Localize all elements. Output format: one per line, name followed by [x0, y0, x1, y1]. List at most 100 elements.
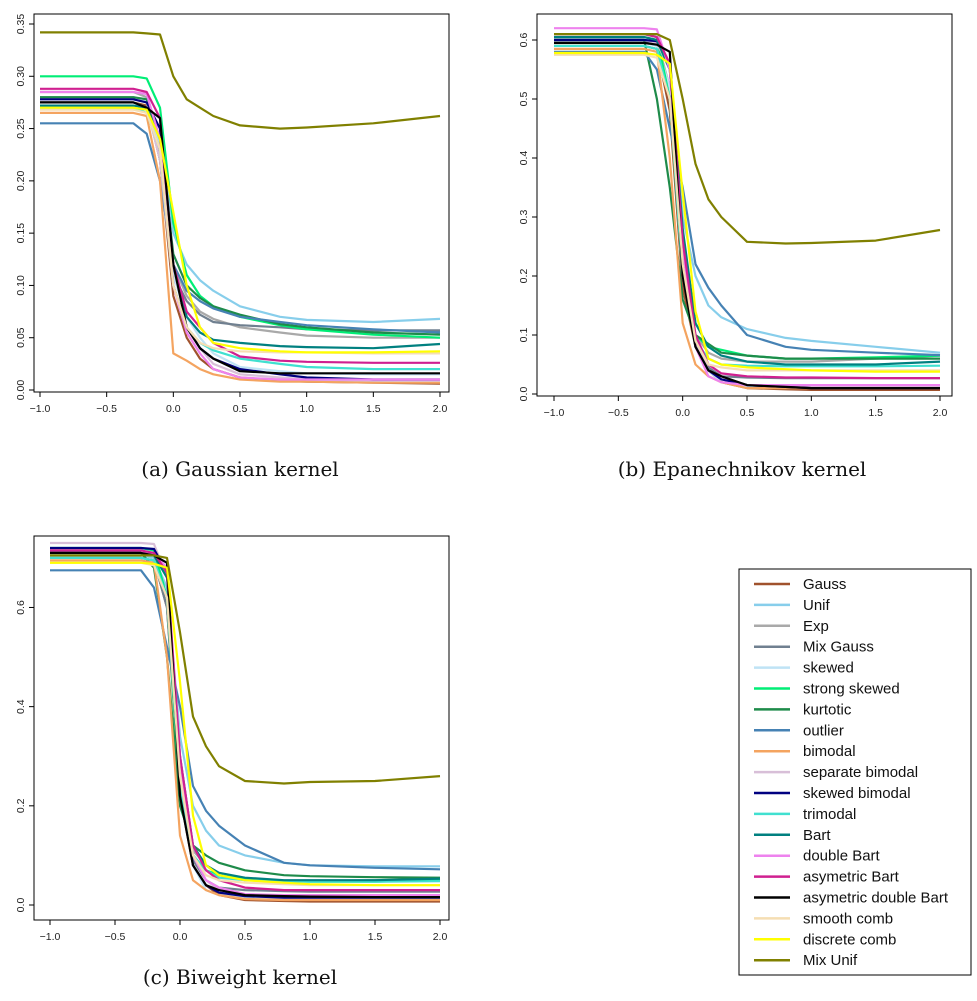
series-line-double-bart	[50, 551, 440, 897]
series-line-discrete-comb	[40, 106, 441, 354]
y-tick-label: 0.5	[518, 92, 530, 107]
legend-label-mix-unif: Mix Unif	[803, 952, 858, 969]
series-line-mix-gauss	[554, 38, 940, 380]
legend-label-discrete-comb: discrete comb	[803, 931, 896, 948]
legend-label-asymetric-bart: asymetric Bart	[803, 869, 900, 886]
x-tick-label: 1.0	[303, 931, 318, 943]
x-tick-label: −1.0	[40, 931, 61, 943]
legend-label-skewed-bimodal: skewed bimodal	[803, 785, 911, 802]
legend-label-double-bart: double Bart	[803, 848, 881, 865]
series-line-strong-skewed	[40, 75, 441, 339]
y-tick-label: 0.25	[15, 118, 27, 139]
series-line-unif	[554, 38, 941, 354]
legend-label-skewed: skewed	[803, 660, 854, 677]
x-tick-label: 1.5	[868, 407, 883, 419]
legend-label-outlier: outlier	[803, 722, 844, 739]
series-line-bart	[554, 35, 941, 366]
x-tick-label: 0.5	[233, 403, 248, 415]
series-line-strong-skewed	[50, 546, 441, 883]
plot-frame	[33, 13, 450, 393]
y-tick-label: 0.35	[15, 14, 27, 35]
y-tick-label: 0.6	[15, 600, 27, 615]
series-line-asymetric-double-bart	[554, 41, 940, 390]
legend-label-separate-bimodal: separate bimodal	[803, 764, 918, 781]
series-line-trimodal	[50, 556, 441, 883]
series-line-bimodal	[554, 47, 940, 390]
series-line-skewed	[50, 556, 440, 901]
y-tick-label: 0.1	[518, 328, 530, 343]
series-line-bart	[50, 551, 441, 882]
x-tick-label: −0.5	[608, 407, 629, 419]
x-tick-label: 0.0	[173, 931, 188, 943]
y-tick-label: 0.15	[15, 223, 27, 244]
legend-label-gauss: Gauss	[803, 576, 846, 593]
caption-gaussian-kernel: (a) Gaussian kernel	[141, 457, 338, 481]
series-line-kurtotic	[40, 96, 441, 336]
y-tick-label: 0.3	[518, 210, 530, 225]
series-line-gauss	[40, 101, 441, 385]
series-line-mix-unif	[554, 32, 941, 245]
series-line-kurtotic	[50, 551, 441, 879]
series-line-discrete-comb	[554, 51, 940, 373]
x-tick-label: 0.0	[675, 407, 690, 419]
y-tick-label: 0.00	[15, 380, 27, 401]
panel-gaussian-kernel: −1.0 −0.5 0.0 0.5 1.0 1.5 2.0 0.00 0.05 0.10 0.15 0…	[15, 13, 450, 415]
caption-epanechnikov-kernel: (b) Epanechnikov kernel	[618, 457, 867, 481]
plot-frame	[536, 13, 953, 397]
series-line-kurtotic	[554, 38, 940, 360]
series-line-asymetric-bart	[554, 32, 940, 380]
x-tick-label: 2.0	[433, 931, 448, 943]
series-line-separate-bimodal	[40, 101, 440, 382]
x-tick-label: 1.0	[299, 403, 314, 415]
x-tick-label: 1.5	[368, 931, 383, 943]
series-line-smooth-comb	[554, 53, 940, 372]
x-tick-label: 0.5	[238, 931, 253, 943]
x-tick-label: 1.0	[804, 407, 819, 419]
series-line-exp	[50, 551, 441, 883]
series-lines	[40, 31, 441, 385]
series-lines	[50, 541, 441, 903]
series-line-gauss	[554, 44, 940, 391]
x-tick-label: −0.5	[96, 403, 117, 415]
y-tick-label: 0.10	[15, 275, 27, 296]
y-tick-label: 0.6	[518, 33, 530, 48]
x-tick-label: 0.0	[166, 403, 181, 415]
series-line-double-bart	[554, 27, 940, 387]
x-tick-label: 2.0	[933, 407, 948, 419]
series-line-double-bart	[40, 90, 440, 381]
legend-label-unif: Unif	[803, 597, 831, 614]
x-tick-label: 2.0	[433, 403, 448, 415]
legend: Gauss Unif Exp Mix Gauss skewed strong skewed…	[738, 568, 972, 976]
legend-label-trimodal: trimodal	[803, 806, 856, 823]
y-tick-label: 0.4	[15, 699, 27, 714]
y-tick-label: 0.0	[15, 898, 27, 913]
series-line-exp	[40, 90, 440, 339]
plot-frame	[33, 535, 450, 921]
series-line-exp	[554, 35, 941, 363]
series-lines	[554, 27, 941, 391]
series-line-outlier	[554, 50, 941, 357]
x-tick-label: −0.5	[105, 931, 126, 943]
series-line-asymetric-bart	[50, 549, 440, 892]
series-line-smooth-comb	[50, 561, 440, 887]
legend-label-mix-gauss: Mix Gauss	[803, 639, 874, 656]
series-line-mix-gauss	[50, 556, 440, 893]
y-tick-label: 0.4	[518, 151, 530, 166]
series-line-bart	[40, 104, 441, 350]
panel-epanechnikov-kernel: −1.0 −0.5 0.0 0.5 1.0 1.5 2.0 0.0 0.1 0.2 0.3 0.4 0.…	[518, 13, 953, 419]
y-tick-label: 0.2	[518, 269, 530, 284]
legend-label-smooth-comb: smooth comb	[803, 910, 893, 927]
caption-biweight-kernel: (c) Biweight kernel	[143, 965, 337, 989]
y-tick-label: 0.30	[15, 66, 27, 87]
series-line-mix-unif	[40, 31, 441, 130]
y-tick-label: 0.20	[15, 170, 27, 191]
series-line-gauss	[50, 556, 440, 903]
series-line-trimodal	[554, 44, 941, 368]
series-line-discrete-comb	[50, 561, 440, 887]
legend-label-asymetric-double-bart: asymetric double Bart	[803, 890, 949, 907]
x-tick-label: −1.0	[30, 403, 51, 415]
legend-label-strong-skewed: strong skewed	[803, 681, 900, 698]
series-line-strong-skewed	[554, 32, 941, 360]
y-tick-label: 0.0	[518, 387, 530, 402]
